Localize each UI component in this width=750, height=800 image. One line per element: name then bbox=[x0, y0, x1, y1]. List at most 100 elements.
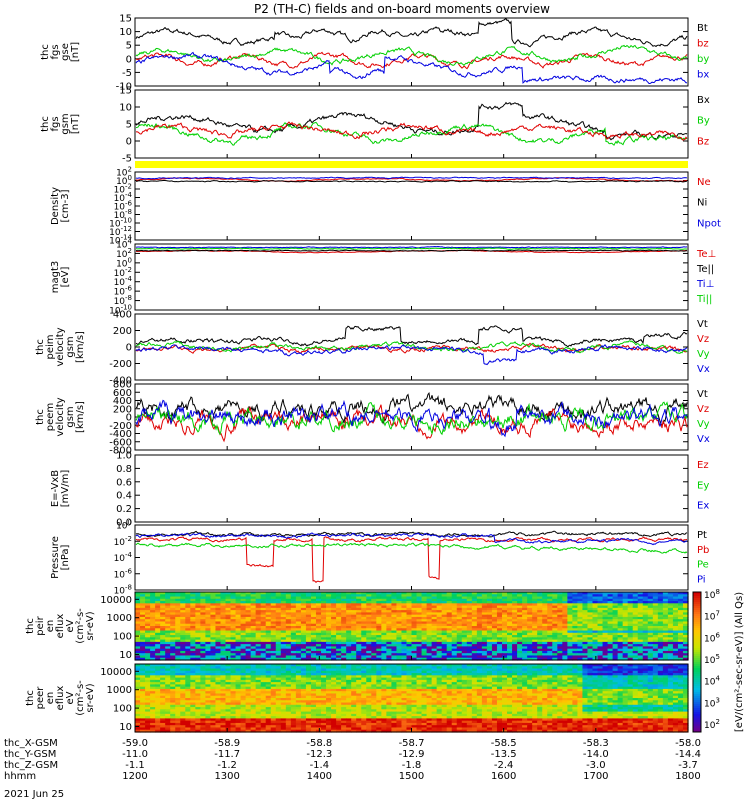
colorbar-cell bbox=[693, 700, 701, 703]
ytick-label: 102 bbox=[116, 166, 132, 179]
series-line-1 bbox=[135, 392, 688, 426]
colorbar-cell bbox=[693, 644, 701, 647]
colorbar-cell bbox=[693, 608, 701, 611]
ytick-label: 800 bbox=[113, 380, 132, 391]
ytick-label: 0.0 bbox=[116, 518, 132, 529]
colorbar-cell bbox=[693, 600, 701, 603]
colorbar-cell bbox=[693, 670, 701, 673]
ytick-label: 400 bbox=[113, 310, 132, 321]
legend-entry: Pi bbox=[697, 574, 706, 585]
panel-9: thcpeirenefluxeV(cm²-s-sr-eV) bbox=[25, 591, 689, 661]
colorbar-cell bbox=[693, 724, 701, 727]
ytick-label: 0 bbox=[126, 343, 132, 354]
colorbar-cell bbox=[693, 658, 701, 661]
legend-entry: Ti|| bbox=[696, 294, 712, 305]
colorbar-cell bbox=[693, 636, 701, 639]
series-line-1 bbox=[135, 325, 688, 348]
colorbar-label: [eV/(cm²-sec-sr-eV)] (All Qs) bbox=[734, 592, 745, 732]
colorbar-cell bbox=[693, 718, 701, 721]
series-line-1 bbox=[135, 17, 688, 48]
ytick-label: 10-6 bbox=[114, 567, 133, 580]
colorbar-cell bbox=[693, 714, 701, 717]
colorbar-cell bbox=[693, 676, 701, 679]
legend-entry: Ey bbox=[697, 480, 709, 491]
panel-2: thcfgsgsm[nT] bbox=[40, 89, 689, 159]
xrow-value: -3.7 bbox=[678, 760, 698, 771]
series-line-2 bbox=[135, 121, 688, 146]
series-line-4 bbox=[135, 532, 688, 546]
legend-entry: Vy bbox=[697, 419, 710, 430]
ytick-label: 10 bbox=[119, 27, 132, 38]
colorbar-cell bbox=[693, 708, 701, 711]
colorbar-cell bbox=[693, 692, 701, 695]
legend-entry: Vt bbox=[697, 389, 708, 400]
colorbar-cell bbox=[693, 594, 701, 597]
colorbar-tick: 108 bbox=[704, 588, 720, 601]
panel-6: thcpeemvelocitygsm[km/s] bbox=[35, 383, 689, 451]
ytick-label: 15 bbox=[119, 14, 132, 25]
colorbar-cell bbox=[693, 606, 701, 609]
colorbar-cell bbox=[693, 620, 701, 623]
legend-entry: Ne bbox=[697, 177, 711, 188]
ytick-label: 0.4 bbox=[116, 491, 132, 502]
plot-frame bbox=[134, 89, 689, 159]
ytick-label: 10-4 bbox=[114, 191, 133, 204]
colorbar-cell bbox=[693, 650, 701, 653]
legend-entry: Ex bbox=[697, 501, 709, 512]
legend-entry: Vz bbox=[697, 404, 709, 415]
ytick-label: 10 bbox=[119, 103, 132, 114]
colorbar-cell bbox=[693, 726, 701, 729]
colorbar-cell bbox=[693, 648, 701, 651]
plot-frame bbox=[134, 313, 689, 381]
ytick-label: 10-4 bbox=[114, 551, 133, 564]
y-axis-label: thcpeemvelocitygsm[km/s] bbox=[35, 397, 86, 436]
legend-entry: Vx bbox=[697, 364, 710, 375]
legend-entry: Vx bbox=[697, 434, 710, 445]
ytick-label: -10 bbox=[116, 82, 132, 93]
colorbar-cell bbox=[693, 616, 701, 619]
ytick-label: 100 bbox=[116, 174, 132, 187]
panel-3: Density[cm-3] bbox=[50, 171, 689, 241]
colorbar-cell bbox=[693, 646, 701, 649]
series-line-1 bbox=[135, 101, 688, 141]
xrow-value: -58.3 bbox=[583, 738, 609, 749]
plot-frame bbox=[134, 243, 689, 311]
y-axis-label: thcpeirenefluxeV(cm²-s-sr-eV) bbox=[25, 608, 96, 644]
xrow-label: hhmm bbox=[4, 771, 36, 782]
panel-4: magt3[eV] bbox=[50, 243, 689, 311]
ytick-label: 600 bbox=[113, 388, 132, 399]
series-line-3 bbox=[135, 44, 688, 67]
y-axis-label: Density[cm-3] bbox=[50, 187, 71, 225]
legend-entry: bx bbox=[697, 70, 709, 81]
colorbar-cell bbox=[693, 610, 701, 613]
legend-entry: Vy bbox=[697, 349, 710, 360]
colorbar-cell bbox=[693, 682, 701, 685]
colorbar-cell bbox=[693, 698, 701, 701]
xrow-value: -2.4 bbox=[494, 760, 514, 771]
ytick-label: 10 bbox=[119, 722, 132, 733]
colorbar-cell bbox=[693, 728, 701, 731]
ytick-label: 10-12 bbox=[109, 225, 132, 238]
xrow-value: -58.8 bbox=[306, 738, 332, 749]
colorbar-cell bbox=[693, 640, 701, 643]
ytick-label: -400 bbox=[109, 429, 132, 440]
legend-entry: Ez bbox=[697, 460, 709, 471]
date-label: 2021 Jun 25 bbox=[4, 789, 64, 800]
ytick-label: 100 bbox=[113, 632, 132, 643]
series-line-2 bbox=[135, 51, 688, 70]
xrow-value: -3.0 bbox=[586, 760, 606, 771]
legend-entry: Pb bbox=[697, 545, 709, 556]
colorbar-cell bbox=[693, 652, 701, 655]
colorbar-tick: 104 bbox=[704, 675, 720, 688]
ytick-label: 0.2 bbox=[116, 504, 132, 515]
colorbar-cell bbox=[693, 662, 701, 665]
ytick-label: 100 bbox=[116, 256, 132, 269]
legend-entry: By bbox=[697, 116, 710, 127]
ytick-label: -5 bbox=[122, 68, 132, 79]
ytick-label: 10-8 bbox=[114, 208, 132, 221]
xrow-value: 1400 bbox=[307, 771, 332, 782]
xrow-value: 1800 bbox=[675, 771, 700, 782]
ytick-label: 1000 bbox=[107, 685, 132, 696]
colorbar-cell bbox=[693, 596, 701, 599]
colorbar-cell bbox=[693, 618, 701, 621]
